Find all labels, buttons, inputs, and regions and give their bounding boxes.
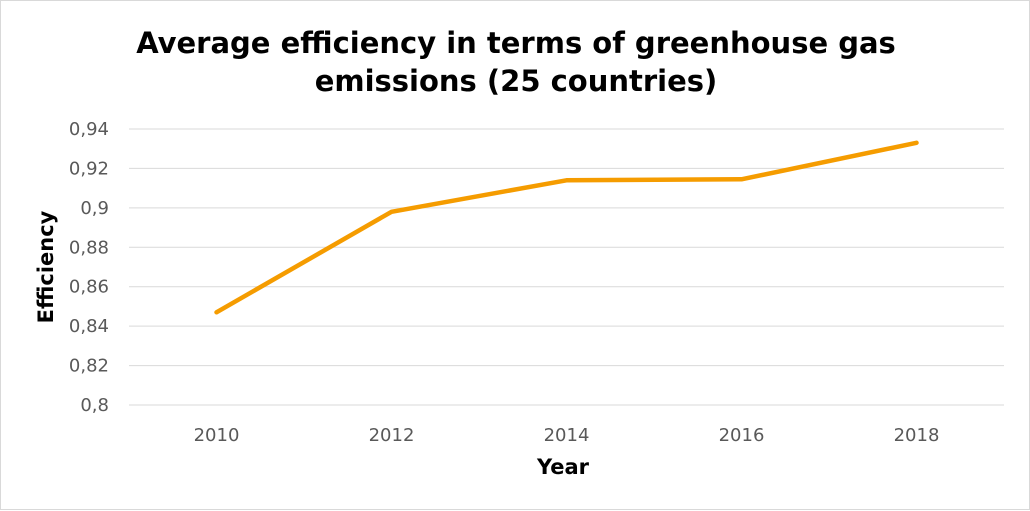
x-tick-label: 2018	[894, 425, 940, 446]
y-axis-ticks: 0,94 0,92 0,9 0,88 0,86 0,84 0,82 0,8	[69, 119, 109, 416]
x-tick-label: 2012	[369, 425, 415, 446]
y-tick-label: 0,94	[69, 119, 109, 140]
series-line	[214, 140, 919, 315]
y-tick-label: 0,82	[69, 356, 109, 377]
gridlines	[129, 128, 1004, 406]
y-tick-label: 0,92	[69, 158, 109, 179]
series-layer	[214, 140, 919, 315]
x-axis-title: Year	[536, 455, 590, 479]
y-tick-label: 0,84	[69, 316, 109, 337]
x-tick-label: 2016	[719, 425, 765, 446]
y-tick-label: 0,86	[69, 277, 109, 298]
x-tick-label: 2010	[194, 425, 240, 446]
y-tick-label: 0,8	[80, 395, 109, 416]
chart-title-line-1: Average efficiency in terms of greenhous…	[136, 26, 896, 60]
x-tick-label: 2014	[544, 425, 590, 446]
y-tick-label: 0,9	[80, 198, 109, 219]
x-axis-ticks: 2010 2012 2014 2016 2018	[194, 425, 940, 446]
y-tick-label: 0,88	[69, 237, 109, 258]
chart-title-line-2: emissions (25 countries)	[315, 64, 718, 98]
y-axis-title: Efficiency	[34, 210, 58, 323]
